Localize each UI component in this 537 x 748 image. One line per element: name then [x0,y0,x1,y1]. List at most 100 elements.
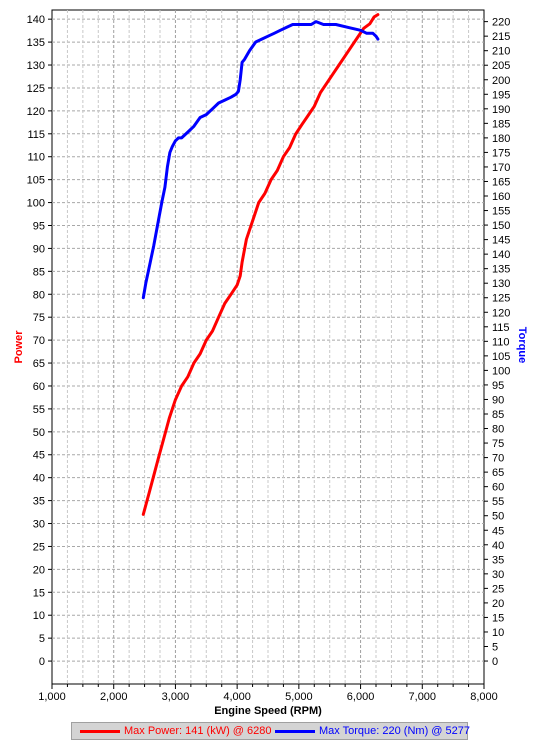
left-tick-label: 115 [27,129,45,141]
x-tick-label: 7,000 [409,691,437,703]
x-tick-label: 5,000 [285,691,313,703]
left-tick-label: 20 [33,564,45,576]
right-tick-label: 145 [492,235,510,247]
left-tick-label: 40 [33,473,45,485]
left-tick-label: 70 [33,335,45,347]
left-tick-label: 90 [33,243,45,255]
legend: Max Power: 141 (kW) @ 6280 Max Torque: 2… [71,722,470,740]
right-tick-label: 150 [492,220,510,232]
left-tick-label: 60 [33,381,45,393]
left-tick-label: 25 [33,541,45,553]
right-tick-label: 40 [492,540,504,552]
right-tick-label: 15 [492,612,504,624]
right-tick-label: 110 [492,336,510,348]
legend-item-torque: Max Torque: 220 (Nm) @ 5277 [275,725,470,737]
right-tick-label: 120 [492,307,510,319]
left-tick-label: 55 [33,404,45,416]
right-tick-label: 45 [492,525,504,537]
right-tick-label: 100 [492,365,510,377]
left-tick-label: 10 [33,610,45,622]
right-tick-label: 0 [492,656,498,668]
torque-series-line [141,20,380,300]
left-tick-label: 75 [33,312,45,324]
legend-swatch-torque [275,729,315,733]
right-axis-ticks: 0 5 10 15 20 25 30 35 40 45 50 55 60 65 70 75 80 85 90 95 10… [484,17,510,668]
left-tick-label: 15 [33,587,45,599]
right-tick-label: 20 [492,598,504,610]
power-series-line [141,13,380,516]
left-tick-label: 95 [33,220,45,232]
right-tick-label: 75 [492,438,504,450]
left-tick-label: 120 [27,106,45,118]
grid-lines [52,10,484,684]
x-axis-ticks: 1,000 2,000 3,000 4,000 5,000 6,000 7,000 8,000 [38,684,498,703]
right-tick-label: 130 [492,278,510,290]
right-tick-label: 95 [492,380,504,392]
right-tick-label: 185 [492,118,510,130]
right-tick-label: 205 [492,60,510,72]
left-tick-label: 100 [27,198,45,210]
right-tick-label: 200 [492,75,510,87]
right-tick-label: 140 [492,249,510,261]
x-tick-label: 4,000 [223,691,251,703]
right-tick-label: 5 [492,642,498,654]
series-layer [141,13,380,516]
legend-label-power: Max Power: 141 (kW) @ 6280 [124,725,272,737]
x-axis-title: Engine Speed (RPM) [214,705,322,717]
right-tick-label: 125 [492,293,510,305]
right-tick-label: 60 [492,482,504,494]
right-tick-label: 195 [492,89,510,101]
right-tick-label: 175 [492,147,510,159]
x-tick-label: 3,000 [162,691,190,703]
left-tick-label: 105 [27,175,45,187]
right-tick-label: 180 [492,133,510,145]
left-tick-label: 0 [39,656,45,668]
left-axis-title: Power [13,330,25,364]
left-tick-label: 80 [33,289,45,301]
right-tick-label: 105 [492,351,510,363]
right-tick-label: 25 [492,583,504,595]
right-tick-label: 160 [492,191,510,203]
right-tick-label: 190 [492,104,510,116]
left-tick-label: 50 [33,427,45,439]
right-tick-label: 80 [492,424,504,436]
right-tick-label: 65 [492,467,504,479]
right-tick-label: 70 [492,453,504,465]
right-tick-label: 165 [492,176,510,188]
legend-label-torque: Max Torque: 220 (Nm) @ 5277 [319,725,470,737]
legend-item-power: Max Power: 141 (kW) @ 6280 [80,725,272,737]
right-tick-label: 85 [492,409,504,421]
right-tick-label: 55 [492,496,504,508]
left-axis-ticks: 0 5 10 15 20 25 30 35 40 45 50 55 60 65 70 75 80 85 90 95 10… [27,14,52,668]
right-tick-label: 170 [492,162,510,174]
x-tick-label: 8,000 [470,691,498,703]
left-tick-label: 110 [27,152,45,164]
left-tick-label: 65 [33,358,45,370]
right-axis-title: Torque [516,327,528,363]
right-tick-label: 10 [492,627,504,639]
right-tick-label: 115 [492,322,510,334]
dyno-chart: 0510152025303540455055606570758085909510… [13,9,528,717]
right-tick-label: 220 [492,17,510,29]
left-tick-label: 140 [27,14,45,26]
left-tick-label: 35 [33,496,45,508]
right-tick-label: 90 [492,394,504,406]
left-tick-label: 45 [33,450,45,462]
x-tick-label: 6,000 [347,691,375,703]
left-tick-label: 30 [33,519,45,531]
right-tick-label: 35 [492,554,504,566]
left-tick-label: 130 [27,60,45,72]
left-tick-label: 5 [39,633,45,645]
right-tick-label: 50 [492,511,504,523]
right-tick-label: 30 [492,569,504,581]
x-tick-label: 2,000 [100,691,128,703]
left-tick-label: 125 [27,83,45,95]
right-tick-label: 215 [492,31,510,43]
right-tick-label: 135 [492,264,510,276]
left-tick-label: 135 [27,37,45,49]
x-tick-label: 1,000 [38,691,66,703]
left-tick-label: 85 [33,266,45,278]
right-tick-label: 155 [492,206,510,218]
legend-swatch-power [80,729,120,733]
right-tick-label: 210 [492,46,510,58]
